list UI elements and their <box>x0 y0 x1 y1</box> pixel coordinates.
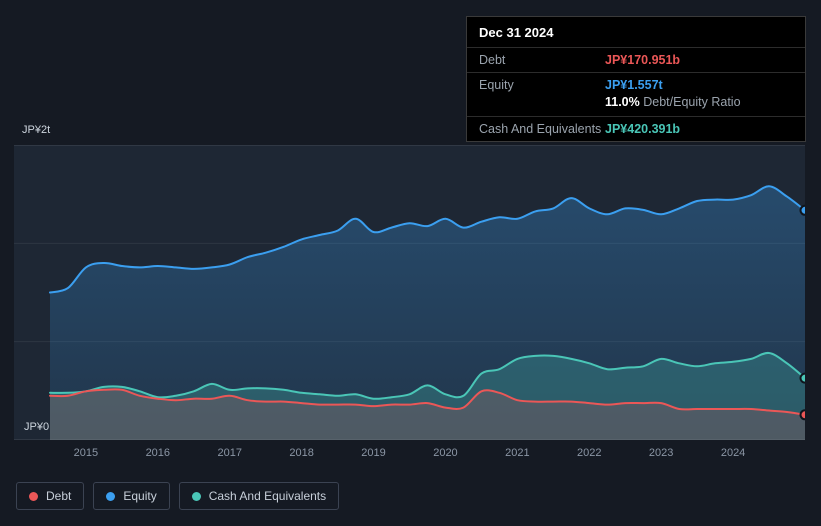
x-tick-2020: 2020 <box>433 447 458 459</box>
chart-canvas <box>14 145 805 440</box>
tooltip-ratio-row: 11.0% Debt/Equity Ratio <box>467 94 805 116</box>
tooltip-cash-value: JP¥420.391b <box>605 122 681 136</box>
cash-and-equivalents-end-dot[interactable] <box>799 372 806 384</box>
x-tick-2021: 2021 <box>505 447 530 459</box>
legend-item-equity[interactable]: Equity <box>93 482 170 510</box>
equity-line <box>49 185 805 294</box>
tooltip-cash-label: Cash And Equivalents <box>479 122 602 136</box>
x-tick-2022: 2022 <box>577 447 602 459</box>
tooltip-ratio-label: Debt/Equity Ratio <box>643 95 741 109</box>
legend-item-debt[interactable]: Debt <box>16 482 85 510</box>
debt-color-dot <box>29 491 38 501</box>
equity-end-dot[interactable] <box>799 204 806 216</box>
debt-line <box>49 388 805 416</box>
x-axis: 2015 2016 2017 2018 2019 2020 2021 2022 2023 2024 <box>0 447 821 463</box>
y-axis-label-bottom: JP¥0 <box>24 421 50 433</box>
legend-item-cash[interactable]: Cash And Equivalents <box>178 482 340 510</box>
debt-area <box>50 389 805 440</box>
tooltip-equity-row: Equity JP¥1.557t <box>467 72 805 94</box>
x-tick-2016: 2016 <box>145 447 171 459</box>
tooltip-cash-row: Cash And Equivalents JP¥420.391b <box>467 116 805 141</box>
legend-item-label: Equity <box>123 489 157 503</box>
tooltip-debt-row: Debt JP¥170.951b <box>467 47 805 72</box>
chart-tooltip: Dec 31 2024 Debt JP¥170.951b Equity JP¥1… <box>466 16 806 142</box>
legend-item-label: Debt <box>46 489 72 503</box>
legend-item-label: Cash And Equivalents <box>208 489 327 503</box>
tooltip-date: Dec 31 2024 <box>479 25 554 40</box>
debt-end-dot[interactable] <box>799 409 806 421</box>
tooltip-equity-label: Equity <box>479 78 514 92</box>
equity-area <box>50 186 805 440</box>
tooltip-ratio-value: 11.0% <box>605 95 640 109</box>
tooltip-debt-label: Debt <box>479 53 506 67</box>
plot-area[interactable] <box>14 145 805 440</box>
cash-and-equivalents-line <box>49 351 805 400</box>
x-tick-2023: 2023 <box>648 447 674 459</box>
tooltip-equity-value: JP¥1.557t <box>605 78 663 92</box>
x-tick-2019: 2019 <box>361 447 386 459</box>
tooltip-debt-value: JP¥170.951b <box>605 53 681 67</box>
x-tick-2015: 2015 <box>73 447 99 459</box>
x-tick-2017: 2017 <box>217 447 242 459</box>
x-tick-2024: 2024 <box>720 447 746 459</box>
y-axis-label-top: JP¥2t <box>22 124 51 136</box>
equity-color-dot <box>106 491 116 501</box>
cash-color-dot <box>191 491 201 501</box>
cash-and-equivalents-area <box>50 352 805 440</box>
x-tick-2018: 2018 <box>289 447 314 459</box>
chart-legend: Debt Equity Cash And Equivalents <box>16 482 340 510</box>
